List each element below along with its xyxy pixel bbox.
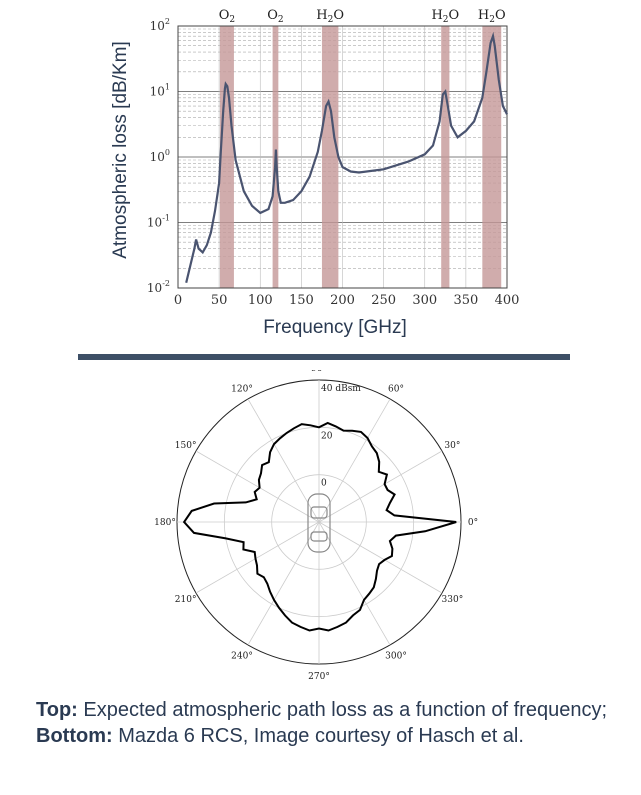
angle-label: 330° [442,595,464,605]
plot-frame [177,25,508,289]
absorption-band [321,26,339,288]
spoke [318,521,391,646]
angle-label: 150° [175,441,197,451]
y-tick-label: 101 [150,83,170,99]
caption-top: Top: Expected atmospheric path loss as a… [36,697,626,723]
angle-label: 270° [308,672,330,682]
band-label: H2O [431,8,459,25]
spoke [318,521,443,594]
angle-label: 0° [468,518,478,528]
x-tick-label: 350 [453,293,478,308]
x-tick-label: 200 [330,293,355,308]
spoke [318,450,443,523]
x-tick-labels: 0 50 100 150 200 250 300 350 400 [174,293,520,308]
angle-label: 240° [231,651,253,661]
rcs-curve [182,421,457,632]
spoke [195,521,320,594]
band-label: H2O [478,8,506,25]
figure-caption: Top: Expected atmospheric path loss as a… [36,697,626,749]
caption-top-bold: Top: [36,699,78,721]
band-labels: O2 O2 H2O H2O H2O [219,8,506,25]
caption-top-text: Expected atmospheric path loss as a func… [77,699,608,721]
x-tick-label: 300 [412,293,437,308]
angle-labels: 0° 30° 60° 90° 120° 150° 180° 210° 240° 270° 300° 3… [154,370,478,682]
angle-label: 210° [175,595,197,605]
caption-bottom-bold: Bottom: [36,725,113,747]
y-tick-label: 102 [150,17,170,33]
angle-label: 300° [385,651,407,661]
spoke [195,450,320,523]
angle-label: 180° [154,518,176,528]
y-tick-label: 10-1 [147,214,170,230]
angle-label: 90° [311,370,327,374]
radial-label: 40 dBsm [321,384,361,394]
caption-bottom-text: Mazda 6 RCS, Image courtesy of Hasch et … [112,725,524,747]
loss-curve [185,31,508,284]
radial-label: 0 [321,479,327,489]
x-axis-label: Frequency [GHz] [263,317,407,338]
absorption-band [219,26,234,288]
radial-labels: 0 20 40 dBsm [321,384,361,489]
band-label: O2 [267,8,283,25]
caption-bottom: Bottom: Mazda 6 RCS, Image courtesy of H… [36,723,626,749]
polar-grid [176,379,462,665]
divider [78,354,570,360]
y-tick-label: 100 [150,148,170,164]
spoke [318,398,391,523]
x-tick-label: 250 [371,293,396,308]
x-tick-label: 100 [248,293,273,308]
y-tick-label: 10-2 [147,279,170,295]
band-label: O2 [219,8,235,25]
absorption-band [482,26,502,288]
angle-label: 60° [388,385,404,395]
absorption-band [441,26,450,288]
radial-label: 20 [321,431,333,441]
mazda-rcs-polar-chart: 0° 30° 60° 90° 120° 150° 180° 210° 240° 270° 300° 3… [154,370,478,682]
x-tick-label: 50 [211,293,228,308]
car-icon [307,493,331,553]
x-tick-label: 400 [495,293,520,308]
spoke [247,398,320,523]
angle-label: 120° [231,385,253,395]
y-axis-label: Atmospheric loss [dB/Km] [110,41,131,259]
x-tick-label: 150 [289,293,314,308]
angle-label: 30° [444,441,460,451]
spoke [247,521,320,646]
atmospheric-loss-chart: O2 O2 H2O H2O H2O 0 50 100 150 200 250 300 350 400 1… [110,8,520,338]
x-tick-label: 0 [174,293,182,308]
band-label: H2O [316,8,344,25]
y-tick-labels: 10-2 10-1 100 101 102 [147,17,170,295]
